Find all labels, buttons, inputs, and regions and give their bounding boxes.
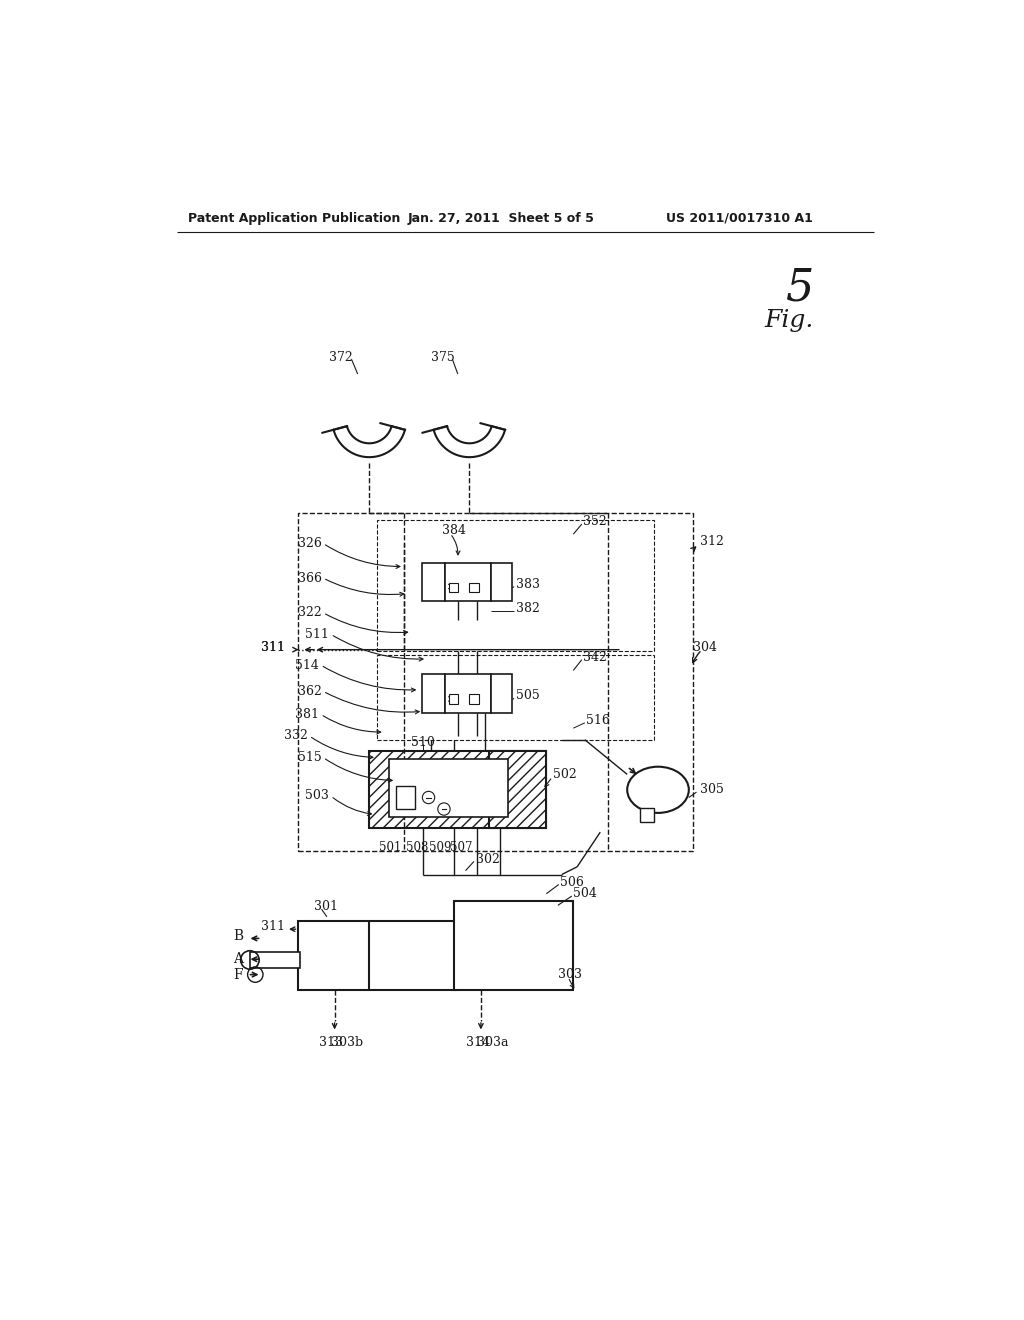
Text: 312: 312 — [700, 536, 724, 548]
Text: 366: 366 — [298, 572, 322, 585]
Text: 322: 322 — [298, 606, 322, 619]
Text: 303: 303 — [558, 968, 582, 981]
Text: 515: 515 — [298, 751, 322, 764]
Text: 382: 382 — [515, 602, 540, 615]
Text: 503: 503 — [305, 789, 330, 803]
Text: 516: 516 — [587, 714, 610, 727]
Text: 501: 501 — [379, 841, 401, 854]
Text: US 2011/0017310 A1: US 2011/0017310 A1 — [666, 213, 813, 224]
Bar — [370, 751, 547, 829]
Text: 510: 510 — [412, 735, 435, 748]
Text: 508: 508 — [407, 841, 429, 854]
Bar — [250, 952, 300, 969]
Bar — [469, 582, 478, 591]
Bar — [449, 694, 458, 704]
Text: Patent Application Publication: Patent Application Publication — [188, 213, 400, 224]
Bar — [444, 675, 490, 713]
Text: 381: 381 — [295, 708, 319, 721]
Bar — [444, 562, 490, 601]
Text: 332: 332 — [284, 730, 307, 742]
Bar — [422, 675, 444, 713]
Text: 313: 313 — [319, 1036, 343, 1049]
Text: 342: 342 — [584, 651, 607, 664]
Text: 372: 372 — [330, 351, 353, 363]
Text: 507: 507 — [451, 841, 473, 854]
Text: 302: 302 — [475, 853, 500, 866]
Text: 505: 505 — [515, 689, 540, 702]
Bar — [490, 562, 512, 601]
Text: A: A — [233, 952, 243, 966]
Bar — [454, 902, 573, 990]
Text: Fig.: Fig. — [764, 309, 814, 331]
Text: 311: 311 — [260, 640, 285, 653]
Bar — [422, 562, 444, 601]
Text: 303a: 303a — [477, 1036, 509, 1049]
Text: 506: 506 — [560, 875, 584, 888]
Text: 5: 5 — [786, 267, 815, 309]
Bar — [469, 694, 478, 704]
Text: 502: 502 — [553, 768, 577, 781]
Text: 326: 326 — [298, 537, 322, 550]
Bar — [396, 785, 416, 809]
Bar — [298, 512, 692, 851]
Text: 375: 375 — [431, 351, 455, 363]
Text: 304: 304 — [692, 640, 717, 653]
Text: 384: 384 — [442, 524, 466, 537]
Text: B: B — [233, 929, 243, 942]
Bar — [640, 808, 654, 822]
Text: F: F — [233, 968, 243, 982]
Bar — [449, 582, 458, 591]
Text: 301: 301 — [313, 900, 338, 913]
Bar — [388, 759, 508, 817]
Text: 305: 305 — [700, 783, 724, 796]
Text: 311: 311 — [260, 640, 285, 653]
Text: 352: 352 — [584, 515, 607, 528]
Bar — [490, 675, 512, 713]
Text: Jan. 27, 2011  Sheet 5 of 5: Jan. 27, 2011 Sheet 5 of 5 — [408, 213, 595, 224]
Bar — [377, 655, 654, 739]
Text: 362: 362 — [298, 685, 322, 698]
Text: 303b: 303b — [331, 1036, 362, 1049]
Text: 383: 383 — [515, 578, 540, 591]
Text: 511: 511 — [305, 628, 330, 640]
Text: 514: 514 — [295, 659, 319, 672]
Bar — [377, 520, 654, 651]
Text: 314: 314 — [466, 1036, 489, 1049]
Text: 311: 311 — [260, 920, 285, 933]
Bar — [488, 751, 547, 829]
Text: 509: 509 — [429, 841, 452, 854]
Bar — [298, 921, 457, 990]
Text: 504: 504 — [573, 887, 597, 900]
